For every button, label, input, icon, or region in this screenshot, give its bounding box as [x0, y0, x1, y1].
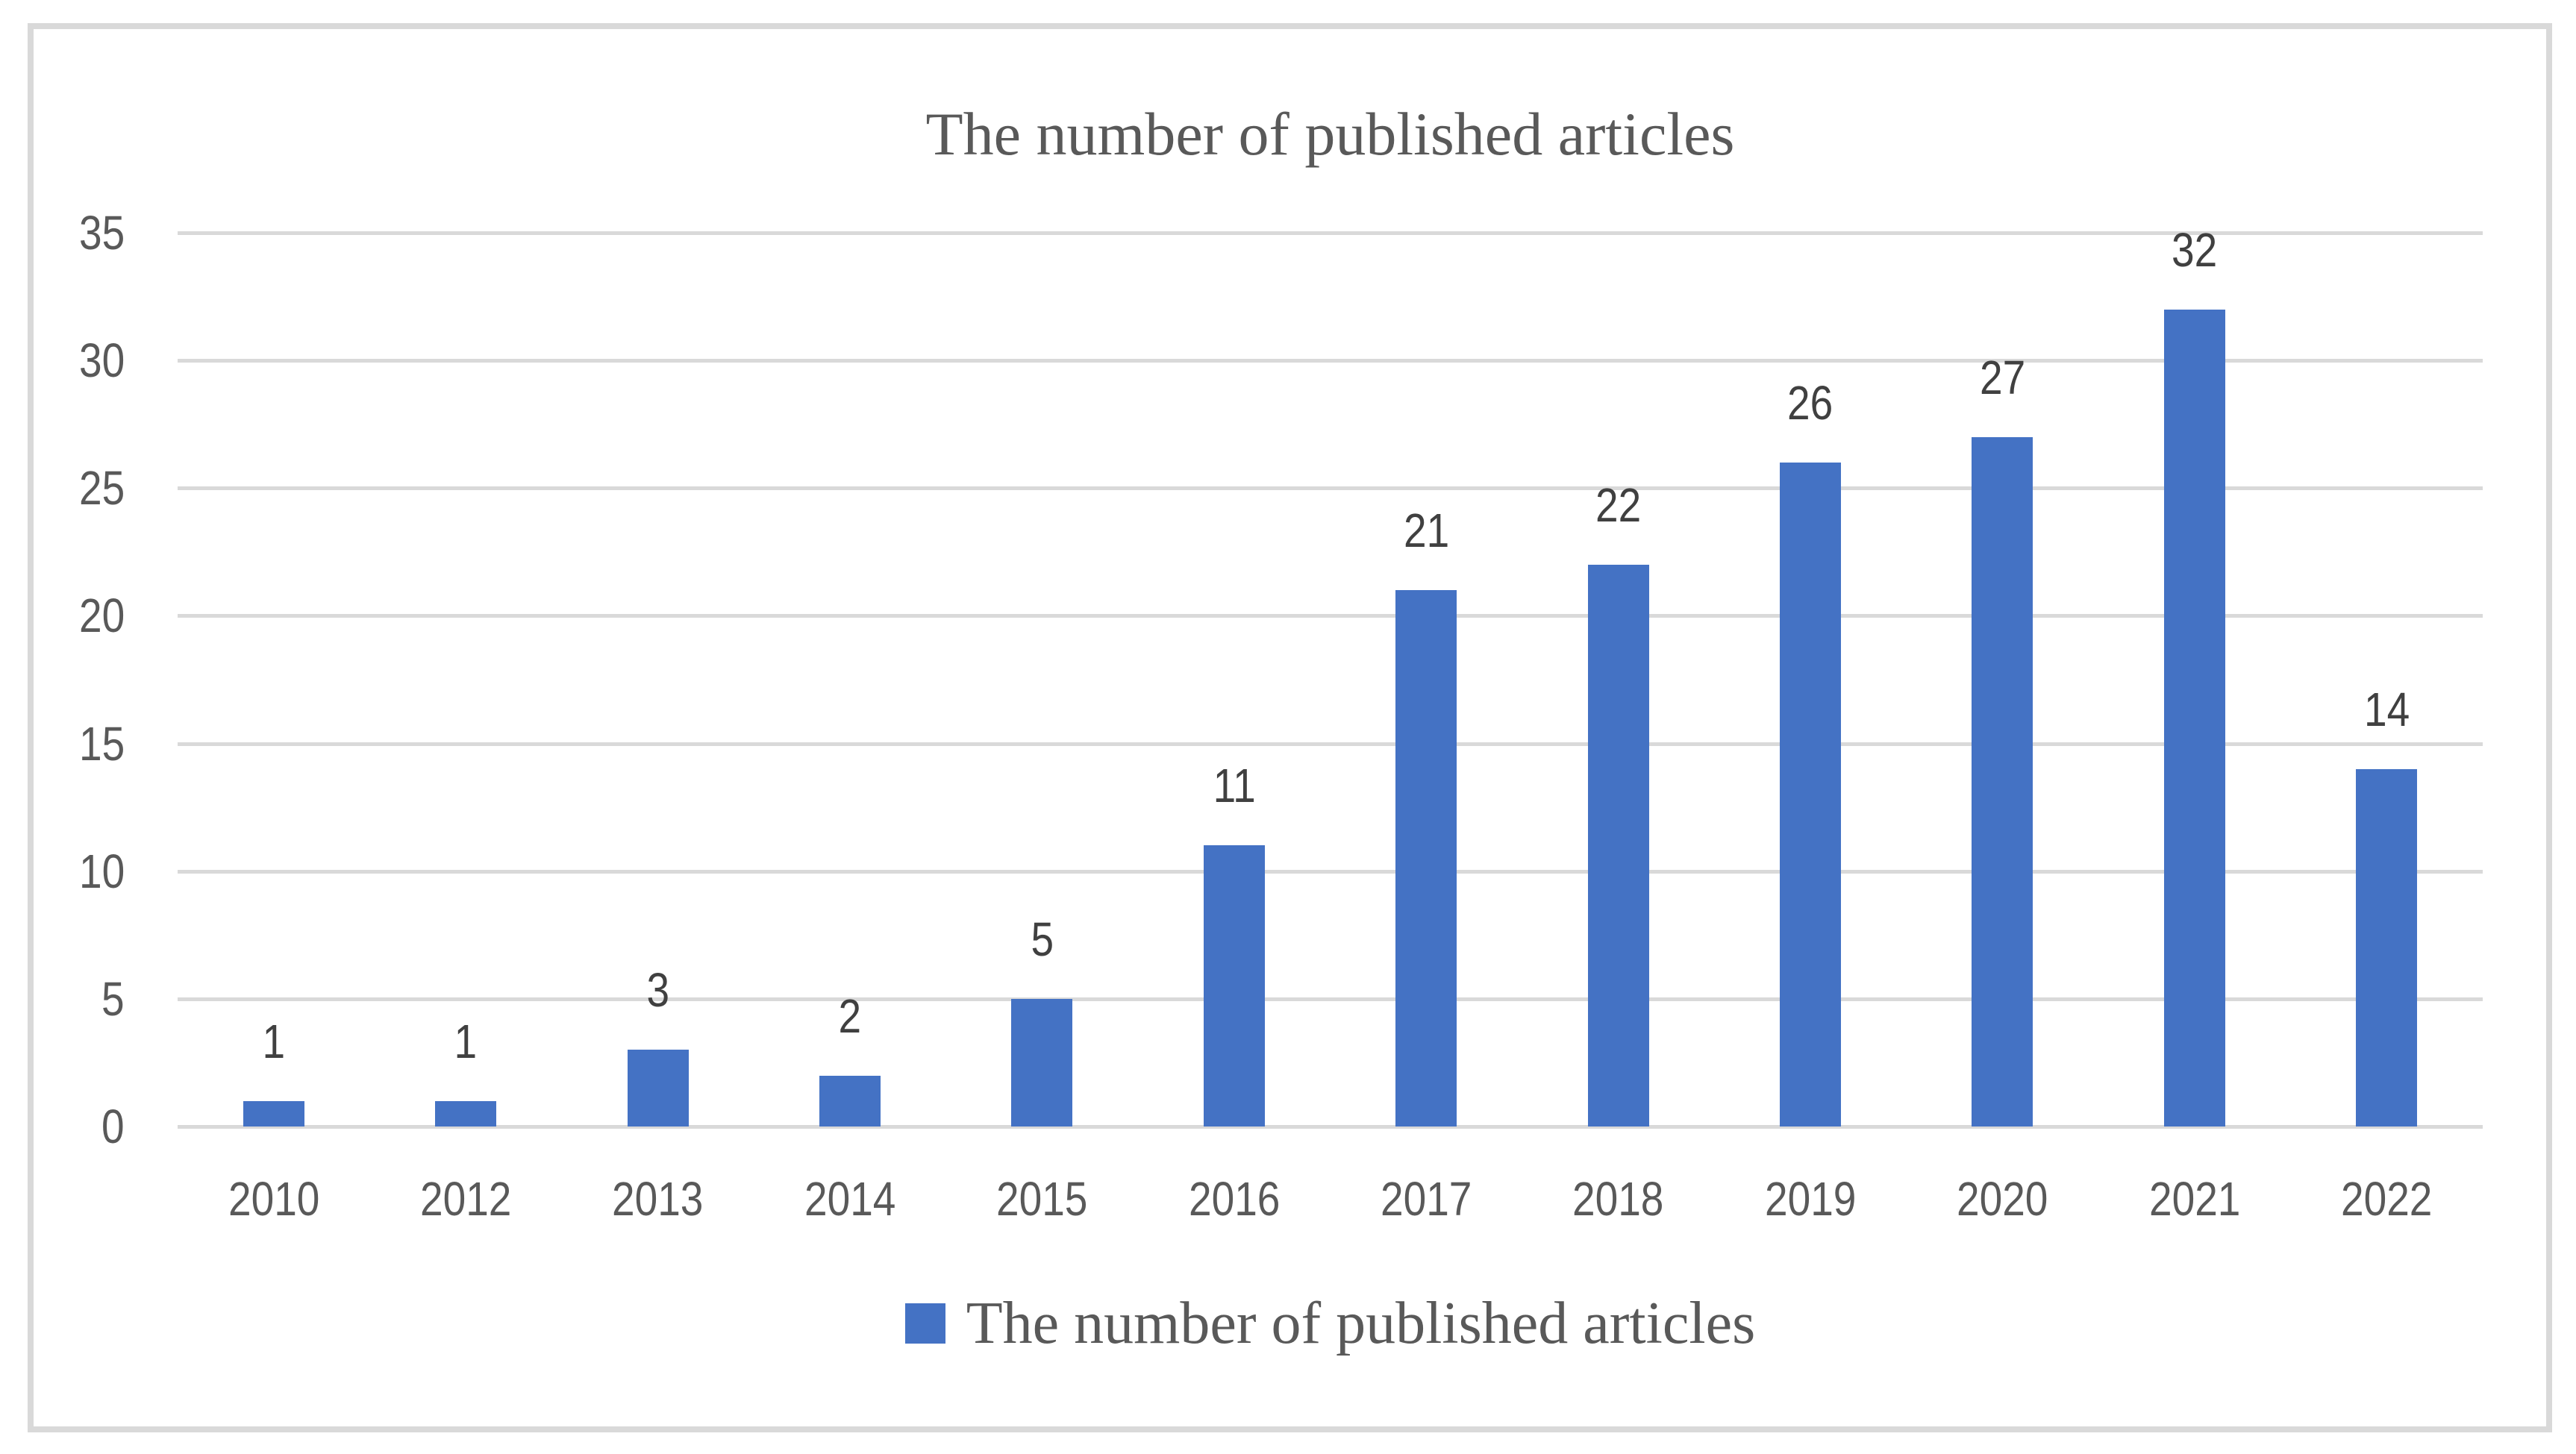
bar-2017 [1395, 590, 1457, 1126]
gridline [178, 1125, 2483, 1129]
x-tick-label: 2020 [1957, 1172, 2048, 1226]
x-tick-label: 2016 [1188, 1172, 1281, 1226]
gridline [178, 614, 2483, 618]
bar-2010 [243, 1100, 304, 1126]
bar-value-label: 22 [1595, 477, 1642, 532]
chart-frame: The number of published articles 1 1 3 2 5 11… [28, 23, 2552, 1432]
y-tick-label: 15 [78, 716, 125, 771]
bar-value-label: 5 [1031, 912, 1054, 966]
y-axis: 0 5 10 15 20 25 30 35 [34, 206, 125, 1153]
y-tick-label: 10 [78, 844, 125, 898]
bar-value-label: 26 [1787, 376, 1833, 430]
bar-2021 [2163, 309, 2225, 1126]
bar-value-label: 11 [1213, 759, 1256, 813]
y-tick-label: 20 [78, 589, 125, 643]
x-axis: 2010 2012 2013 2014 2015 2016 2017 2018 2019 2020… [178, 1169, 2483, 1229]
gridline [178, 231, 2483, 235]
bar-value-label: 14 [2363, 682, 2410, 736]
chart-title: The number of published articles [925, 100, 1735, 168]
x-tick-label: 2013 [612, 1172, 704, 1226]
bar-2013 [627, 1050, 689, 1126]
x-tick-label: 2015 [996, 1172, 1088, 1226]
x-tick-label: 2021 [2148, 1172, 2241, 1226]
gridline [178, 359, 2483, 363]
gridline [178, 742, 2483, 746]
bar-2018 [1587, 564, 1649, 1126]
bar-value-label: 21 [1403, 504, 1449, 558]
legend-marker-square [904, 1303, 945, 1344]
y-tick-label: 35 [78, 206, 125, 260]
bar-2022 [2356, 768, 2418, 1126]
bar-2015 [1011, 998, 1073, 1126]
legend-label: The number of published articles [966, 1291, 1756, 1356]
x-tick-label: 2010 [228, 1172, 319, 1226]
bar-2012 [435, 1100, 497, 1126]
y-tick-label: 5 [101, 971, 125, 1026]
gridline [178, 997, 2483, 1001]
x-tick-label: 2014 [804, 1172, 896, 1226]
bar-2019 [1780, 463, 1842, 1126]
y-tick-label: 30 [78, 333, 125, 388]
gridline [178, 869, 2483, 874]
bar-value-label: 32 [2172, 222, 2218, 277]
x-tick-label: 2019 [1764, 1172, 1857, 1226]
y-tick-label: 0 [101, 1100, 125, 1153]
bar-value-label: 1 [454, 1014, 478, 1068]
gridline [178, 486, 2483, 491]
y-tick-label: 25 [78, 461, 125, 516]
x-tick-label: 2017 [1380, 1172, 1472, 1226]
bar-value-label: 2 [838, 988, 862, 1043]
legend: The number of published articles [178, 1282, 2483, 1364]
bar-value-label: 3 [646, 963, 669, 1018]
x-tick-label: 2018 [1572, 1172, 1664, 1226]
bar-value-label: 27 [1979, 350, 2026, 404]
bar-value-label: 1 [262, 1014, 286, 1068]
plot-area: 1 1 3 2 5 11 21 22 26 27 32 14 [178, 224, 2483, 1129]
bar-2016 [1203, 845, 1265, 1126]
x-tick-label: 2022 [2341, 1172, 2433, 1226]
bar-2020 [1972, 436, 2033, 1126]
bar-2014 [819, 1075, 881, 1126]
x-tick-label: 2012 [419, 1172, 512, 1226]
